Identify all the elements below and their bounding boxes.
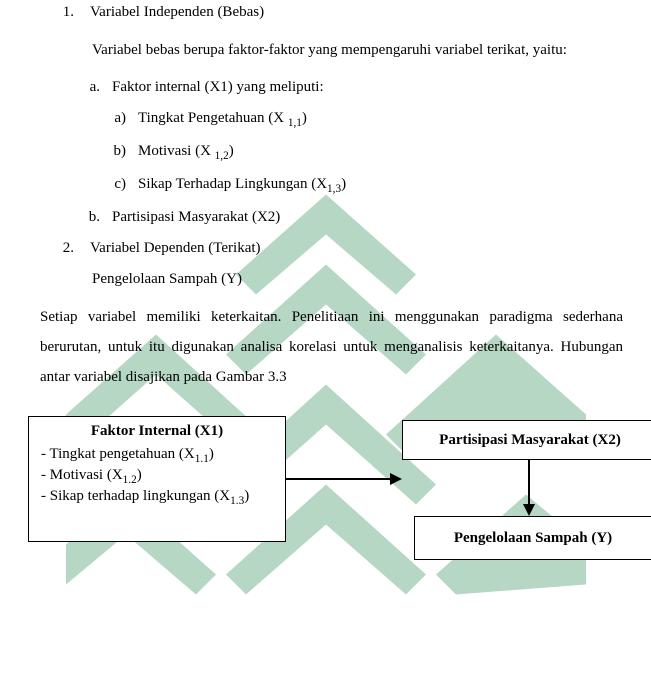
sublist-text: Faktor internal (X1) yang meliputi: — [112, 79, 631, 96]
subscript: 1.2 — [123, 474, 137, 486]
list-item: - Tingkat pengetahuan (X1.1) — [41, 446, 275, 465]
diagram-box-faktor-internal: Faktor Internal (X1) - Tingkat pengetahu… — [28, 416, 286, 542]
subscript: 1,2 — [215, 150, 229, 162]
paragraph: Setiap variabel memiliki keterkaitan. Pe… — [40, 302, 623, 392]
text-fragment: Tingkat pengetahuan (X — [49, 446, 194, 462]
diagram-box-label: Pengelolaan Sampah (Y) — [454, 530, 612, 547]
subsublist-text: Motivasi (X 1,2) — [138, 143, 631, 162]
subsublist-text: Tingkat Pengetahuan (X 1,1) — [138, 110, 631, 129]
text-fragment: ) — [302, 110, 307, 126]
document-body: 1. Variabel Independen (Bebas) Variabel … — [0, 0, 651, 580]
subsublist-text: Sikap Terhadap Lingkungan (X1,3) — [138, 176, 631, 195]
text-fragment: Motivasi (X — [138, 143, 215, 159]
diagram-box-partisipasi: Partisipasi Masyarakat (X2) — [402, 420, 651, 460]
subscript: 1.3 — [230, 495, 244, 507]
list-text: Variabel Dependen (Terikat) — [90, 240, 631, 257]
arrow-down-icon — [520, 460, 538, 516]
text-fragment: ) — [137, 467, 142, 483]
diagram: Faktor Internal (X1) - Tingkat pengetahu… — [20, 410, 651, 580]
text-fragment: Sikap Terhadap Lingkungan (X — [138, 176, 327, 192]
diagram-box-label: Partisipasi Masyarakat (X2) — [439, 432, 621, 449]
list-description: Variabel bebas berupa faktor-faktor yang… — [92, 35, 623, 65]
subsublist-letter: c) — [20, 176, 138, 195]
list-description: Pengelolaan Sampah (Y) — [92, 271, 623, 288]
text-fragment: Motivasi (X — [50, 467, 123, 483]
sublist-letter: b. — [20, 209, 112, 226]
list-text: Variabel Independen (Bebas) — [90, 4, 631, 21]
sublist-text: Partisipasi Masyarakat (X2) — [112, 209, 631, 226]
text-fragment: Sikap terhadap lingkungan (X — [50, 488, 230, 504]
diagram-box-title: Faktor Internal (X1) — [39, 423, 275, 440]
subscript: 1,3 — [327, 183, 341, 195]
sublist-letter: a. — [20, 79, 112, 96]
text-fragment: ) — [341, 176, 346, 192]
list-item: - Motivasi (X1.2) — [41, 467, 275, 486]
list-item: - Sikap terhadap lingkungan (X1.3) — [41, 488, 275, 507]
diagram-box-list: - Tingkat pengetahuan (X1.1) - Motivasi … — [39, 446, 275, 507]
subscript: 1,1 — [288, 117, 302, 129]
arrow-right-icon — [286, 470, 402, 488]
text-fragment: ) — [209, 446, 214, 462]
subsublist-letter: a) — [20, 110, 138, 129]
text-fragment: Tingkat Pengetahuan (X — [138, 110, 288, 126]
diagram-box-pengelolaan: Pengelolaan Sampah (Y) — [414, 516, 651, 560]
subscript: 1.1 — [195, 453, 209, 465]
subsublist-letter: b) — [20, 143, 138, 162]
list-number: 2. — [20, 240, 90, 257]
text-fragment: ) — [244, 488, 249, 504]
text-fragment: ) — [229, 143, 234, 159]
list-number: 1. — [20, 4, 90, 21]
